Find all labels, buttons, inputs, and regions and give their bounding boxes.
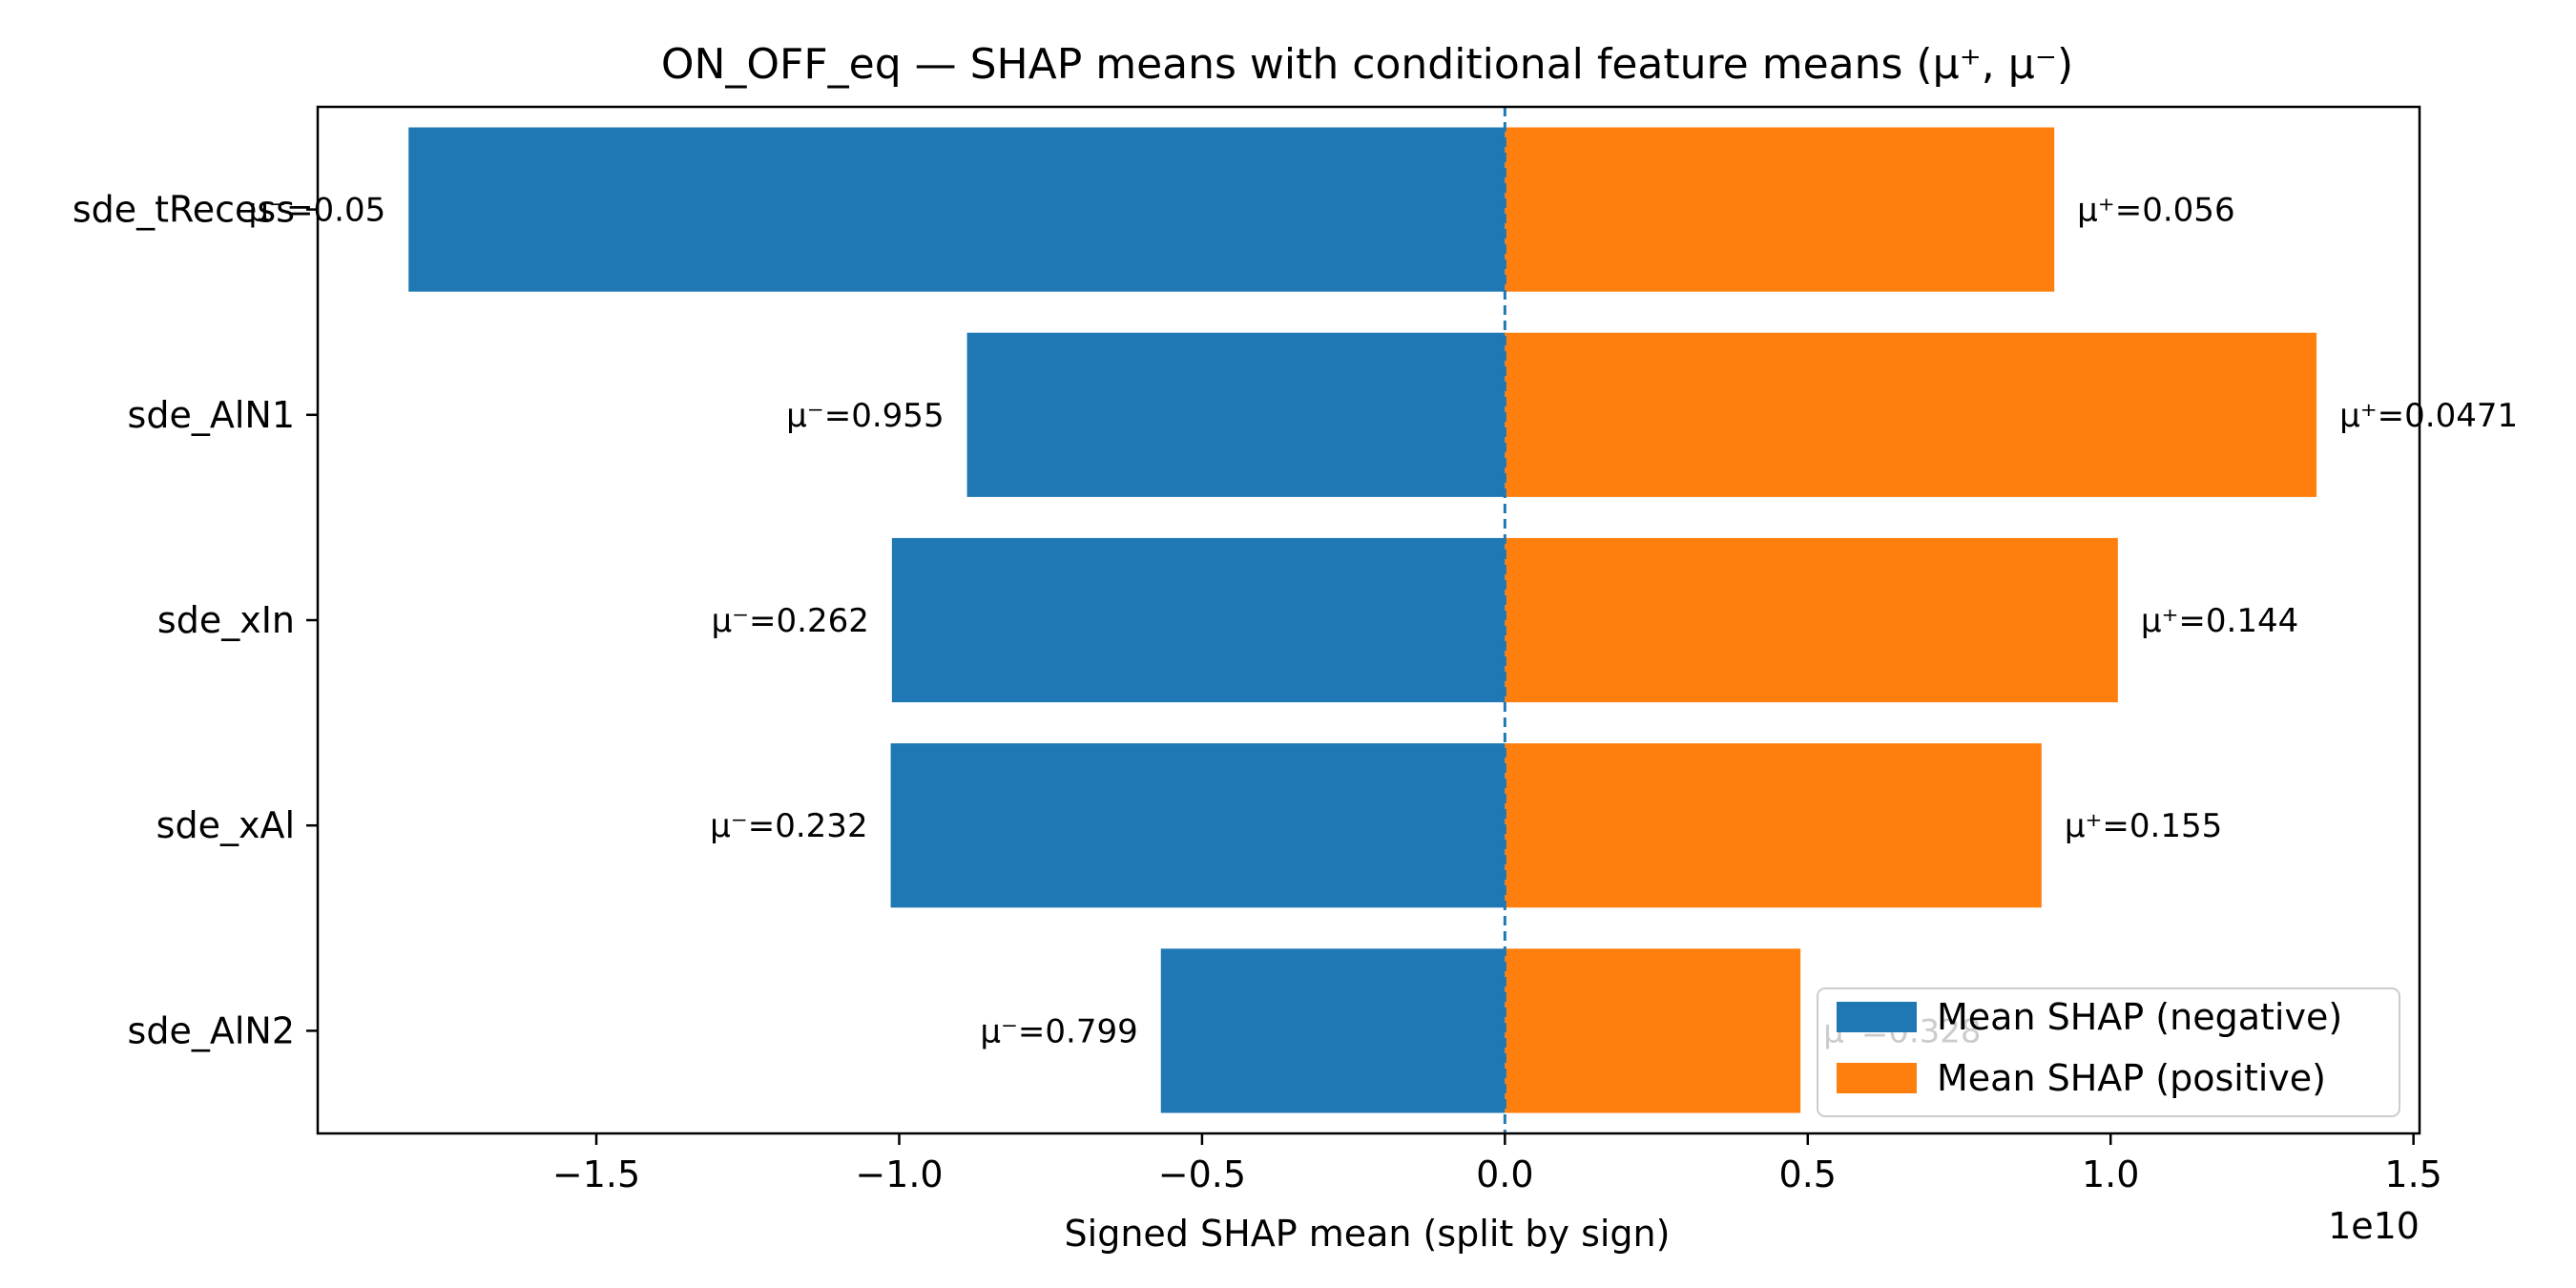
legend-label-negative: Mean SHAP (negative): [1937, 996, 2342, 1038]
x-tick-label: −0.5: [1158, 1153, 1246, 1195]
negative-bar-sde_xIn: [891, 537, 1506, 703]
positive-annotation-sde_xAl: μ⁺=0.155: [2065, 807, 2222, 845]
x-tick-label: 0.0: [1476, 1153, 1533, 1195]
negative-annotation-sde_xAl: μ⁻=0.232: [710, 807, 867, 845]
positive-bar-sde_xIn: [1505, 537, 2118, 703]
positive-bar-sde_tRecess: [1505, 127, 2055, 292]
negative-bar-sde_tRecess: [408, 127, 1506, 292]
negative-annotation-sde_xIn: μ⁻=0.262: [711, 602, 868, 640]
x-tick-label: −1.5: [552, 1153, 640, 1195]
negative-bar-sde_xAl: [890, 743, 1506, 908]
positive-annotation-sde_tRecess: μ⁺=0.056: [2077, 192, 2234, 230]
negative-bar-sde_AlN1: [966, 332, 1506, 497]
positive-annotation-sde_AlN1: μ⁺=0.0471: [2339, 397, 2518, 435]
y-tick-label-sde_xIn: sde_xIn: [157, 599, 295, 641]
x-axis-offset-label: 1e10: [2328, 1205, 2420, 1247]
x-tick-label: 0.5: [1779, 1153, 1837, 1195]
x-axis-ticks: −1.5 −1.0 −0.5 0.0 0.5 1.0 1.5: [552, 1133, 2442, 1195]
negative-bar-sde_AlN2: [1160, 948, 1506, 1113]
negative-annotation-sde_AlN1: μ⁻=0.955: [786, 397, 944, 435]
positive-bar-sde_xAl: [1505, 743, 2042, 908]
x-tick-label: −1.0: [855, 1153, 943, 1195]
x-tick-label: 1.5: [2384, 1153, 2441, 1195]
legend-swatch-positive: [1837, 1063, 1917, 1093]
y-tick-label-sde_tRecess: sde_tRecess: [73, 189, 295, 231]
x-axis-label: Signed SHAP mean (split by sign): [1065, 1213, 1671, 1255]
negative-annotation-sde_AlN2: μ⁻=0.799: [980, 1012, 1137, 1050]
y-tick-label-sde_xAl: sde_xAl: [156, 804, 295, 846]
positive-bar-sde_AlN1: [1505, 332, 2317, 497]
bars-layer: [408, 127, 2317, 1113]
legend: Mean SHAP (negative) Mean SHAP (positive…: [1817, 987, 2400, 1117]
positive-annotation-sde_xIn: μ⁺=0.144: [2141, 602, 2298, 640]
legend-label-positive: Mean SHAP (positive): [1937, 1057, 2326, 1099]
y-tick-label-sde_AlN1: sde_AlN1: [128, 394, 295, 436]
legend-box: [1817, 987, 2400, 1117]
y-axis-ticks: sde_tRecess sde_AlN1 sde_xIn sde_xAl sde_AlN…: [73, 189, 318, 1051]
positive-bar-sde_AlN2: [1505, 948, 1801, 1113]
legend-swatch-negative: [1837, 1002, 1917, 1032]
chart-title: ON_OFF_eq — SHAP means with conditional …: [661, 40, 2073, 89]
x-tick-label: 1.0: [2082, 1153, 2139, 1195]
y-tick-label-sde_AlN2: sde_AlN2: [128, 1009, 295, 1051]
